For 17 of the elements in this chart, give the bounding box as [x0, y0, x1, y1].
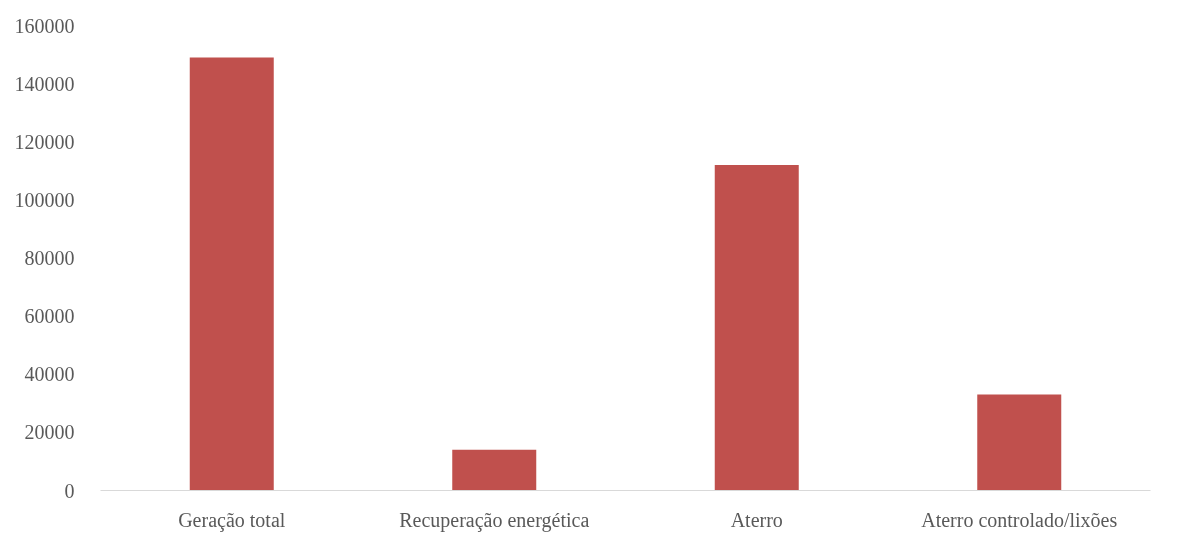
- y-tick-label: 80000: [24, 247, 75, 269]
- x-tick-label: Recuperação energética: [399, 508, 590, 532]
- y-tick-label: 160000: [14, 14, 75, 37]
- x-tick-label: Aterro controlado/lixões: [921, 508, 1118, 531]
- y-tick-label: 120000: [14, 130, 75, 153]
- y-tick-label: 140000: [14, 72, 75, 95]
- y-tick-label: 100000: [14, 188, 75, 211]
- x-tick-label: Geração total: [178, 508, 286, 532]
- bar: [714, 165, 799, 491]
- y-tick-label: 60000: [24, 305, 75, 328]
- y-tick-label: 0: [64, 479, 75, 502]
- y-tick-label: 40000: [24, 363, 75, 386]
- bar: [452, 449, 537, 491]
- y-tick-label: 20000: [24, 421, 75, 444]
- bar: [189, 57, 274, 491]
- x-tick-label: Aterro: [730, 508, 783, 531]
- bar: [977, 394, 1062, 491]
